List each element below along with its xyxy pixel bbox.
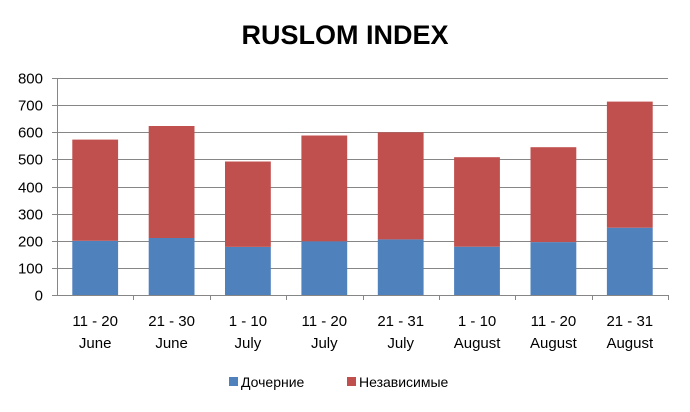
x-tick-label: July [387, 335, 414, 352]
x-tick-label: 1 - 10 [458, 313, 496, 330]
x-tick-label: 21 - 30 [148, 313, 195, 330]
chart-title: RUSLOM INDEX [241, 20, 448, 50]
bar-segment-docherniye [377, 239, 424, 295]
bar-segment-nezavisimye [454, 157, 500, 247]
x-tick-label: 11 - 20 [302, 313, 348, 330]
x-tick-label: 11 - 20 [72, 313, 118, 330]
bar-segment-docherniye [225, 247, 271, 295]
x-tick-label: August [454, 335, 502, 352]
bar-segment-nezavisimye [72, 139, 119, 241]
bar-segment-docherniye [606, 227, 653, 295]
bar-segment-nezavisimye [606, 101, 653, 228]
legend-label: Независимые [359, 374, 449, 390]
x-tick-label: 1 - 10 [229, 313, 267, 330]
y-tick-label: 0 [35, 288, 43, 305]
y-tick-label: 100 [18, 261, 43, 278]
y-tick-label: 300 [18, 207, 43, 224]
bar-segment-nezavisimye [225, 161, 271, 247]
y-tick-label: 600 [18, 125, 43, 142]
bar-segment-docherniye [454, 246, 500, 295]
axes: 0 100 200 300 400 500 600 700 800 11 - 20 June 21 -… [18, 71, 669, 352]
bar-segment-nezavisimye [148, 126, 195, 238]
y-tick-label: 400 [18, 180, 43, 197]
x-tick-label: July [235, 335, 262, 352]
y-tick-label: 200 [18, 234, 43, 251]
x-tick-label: July [311, 335, 338, 352]
x-tick-label: 21 - 31 [606, 313, 653, 330]
bar-segment-nezavisimye [377, 132, 424, 240]
x-tick-label: August [530, 335, 578, 352]
bar-segment-docherniye [301, 241, 348, 295]
bar-segment-docherniye [72, 240, 119, 296]
bar-segment-nezavisimye [301, 135, 348, 242]
legend-label: Дочерние [241, 374, 305, 390]
y-tick-label: 700 [18, 98, 43, 115]
legend-swatch [229, 377, 238, 386]
y-tick-label: 800 [18, 71, 43, 88]
x-tick-label: June [155, 335, 188, 352]
bar-segment-docherniye [148, 238, 195, 295]
bar-segment-nezavisimye [530, 147, 577, 243]
x-tick-label: August [606, 335, 654, 352]
legend-swatch [347, 377, 356, 386]
bars [72, 101, 653, 296]
legend: Дочерние Независимые [229, 374, 449, 390]
x-tick-label: 11 - 20 [531, 313, 577, 330]
bar-segment-docherniye [530, 242, 577, 295]
x-tick-label: June [79, 335, 112, 352]
gridlines [57, 78, 668, 269]
y-tick-label: 500 [18, 152, 43, 169]
x-tick-label: 21 - 31 [377, 313, 424, 330]
